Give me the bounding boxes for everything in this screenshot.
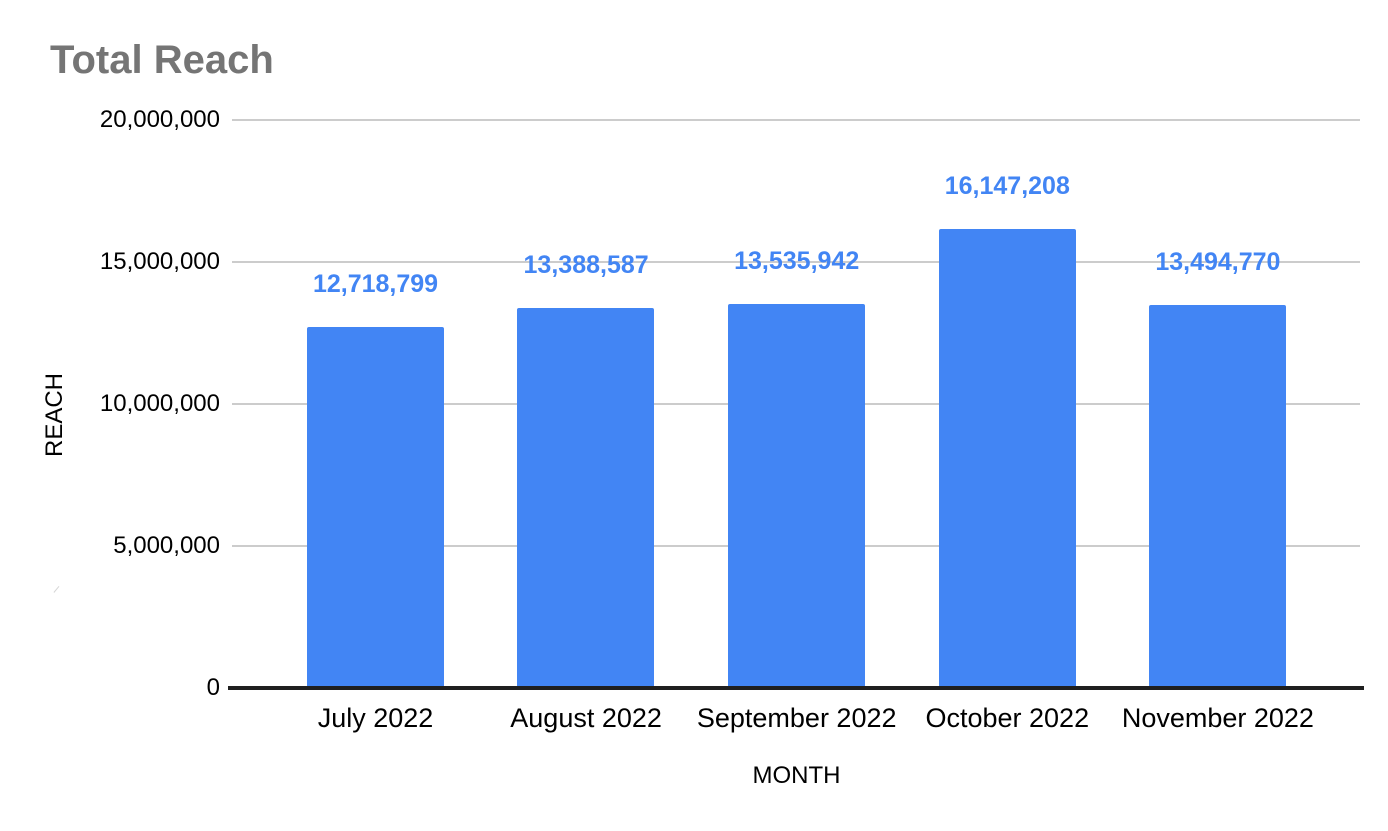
value-label-september-2022: 13,535,942 bbox=[734, 246, 860, 275]
value-label-october-2022: 16,147,208 bbox=[944, 172, 1070, 201]
bar-july-2022 bbox=[306, 326, 444, 688]
gridline-15-000-000 bbox=[232, 261, 1360, 263]
gridline-20-000-000 bbox=[232, 119, 1360, 121]
value-label-july-2022: 12,718,799 bbox=[312, 269, 439, 298]
y-tick-label-20-000-000: 20,000,000 bbox=[99, 106, 220, 133]
y-tick-label-10-000-000: 10,000,000 bbox=[99, 390, 220, 417]
bar-august-2022 bbox=[517, 307, 655, 688]
value-label-august-2022: 13,388,587 bbox=[523, 250, 649, 279]
x-tick-label-september-2022: September 2022 bbox=[696, 703, 897, 733]
y-tick-label-0: 0 bbox=[206, 674, 220, 701]
bar-september-2022 bbox=[728, 303, 865, 688]
x-axis-line bbox=[228, 686, 1364, 690]
y-tick-label-5-000-000: 5,000,000 bbox=[113, 532, 220, 559]
x-tick-label-august-2022: August 2022 bbox=[510, 703, 662, 733]
bar-november-2022 bbox=[1149, 304, 1287, 688]
smudge-artifact bbox=[53, 586, 66, 598]
plot-area: 12,718,799 13,388,587 13,535,942 16,147,208… bbox=[232, 119, 1360, 688]
y-tick-label-15-000-000: 15,000,000 bbox=[99, 248, 220, 275]
bar-october-2022 bbox=[938, 229, 1076, 688]
x-tick-label-october-2022: October 2022 bbox=[925, 703, 1090, 733]
value-label-november-2022: 13,494,770 bbox=[1155, 247, 1281, 276]
x-axis-title: MONTH bbox=[752, 762, 841, 789]
x-tick-label-july-2022: July 2022 bbox=[317, 703, 434, 733]
x-tick-label-november-2022: November 2022 bbox=[1121, 703, 1314, 733]
chart-title: Total Reach bbox=[50, 38, 274, 82]
